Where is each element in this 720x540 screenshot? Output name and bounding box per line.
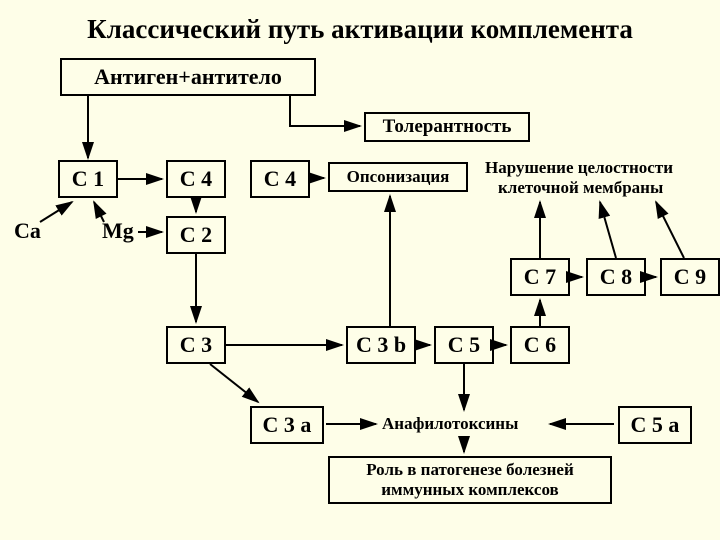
label-mg: Mg xyxy=(102,218,134,244)
node-c9: С 9 xyxy=(660,258,720,296)
node-c2: С 2 xyxy=(166,216,226,254)
label-ca: Са xyxy=(14,218,41,244)
node-c5: С 5 xyxy=(434,326,494,364)
node-antigen: Антиген+антитело xyxy=(60,58,316,96)
node-c7: С 7 xyxy=(510,258,570,296)
node-c3a: С 3 а xyxy=(250,406,324,444)
node-c6: С 6 xyxy=(510,326,570,364)
node-c4a: С 4 xyxy=(166,160,226,198)
pathog-line1: Роль в патогенезе болезней xyxy=(366,460,574,480)
node-c4b: С 4 xyxy=(250,160,310,198)
node-c3: С 3 xyxy=(166,326,226,364)
label-membrane-1: Нарушение целостности xyxy=(485,158,673,178)
node-c1: С 1 xyxy=(58,160,118,198)
node-opsonization: Опсонизация xyxy=(328,162,468,192)
label-anaphylotoxins: Анафилотоксины xyxy=(382,414,518,434)
node-c8: С 8 xyxy=(586,258,646,296)
node-c5a: С 5 а xyxy=(618,406,692,444)
label-membrane-2: клеточной мембраны xyxy=(498,178,663,198)
diagram-title: Классический путь активации комплемента xyxy=(0,14,720,45)
node-tolerance: Толерантность xyxy=(364,112,530,142)
node-c3b: С 3 b xyxy=(346,326,416,364)
node-pathogenesis: Роль в патогенезе болезней иммунных комп… xyxy=(328,456,612,504)
pathog-line2: иммунных комплексов xyxy=(381,480,558,500)
